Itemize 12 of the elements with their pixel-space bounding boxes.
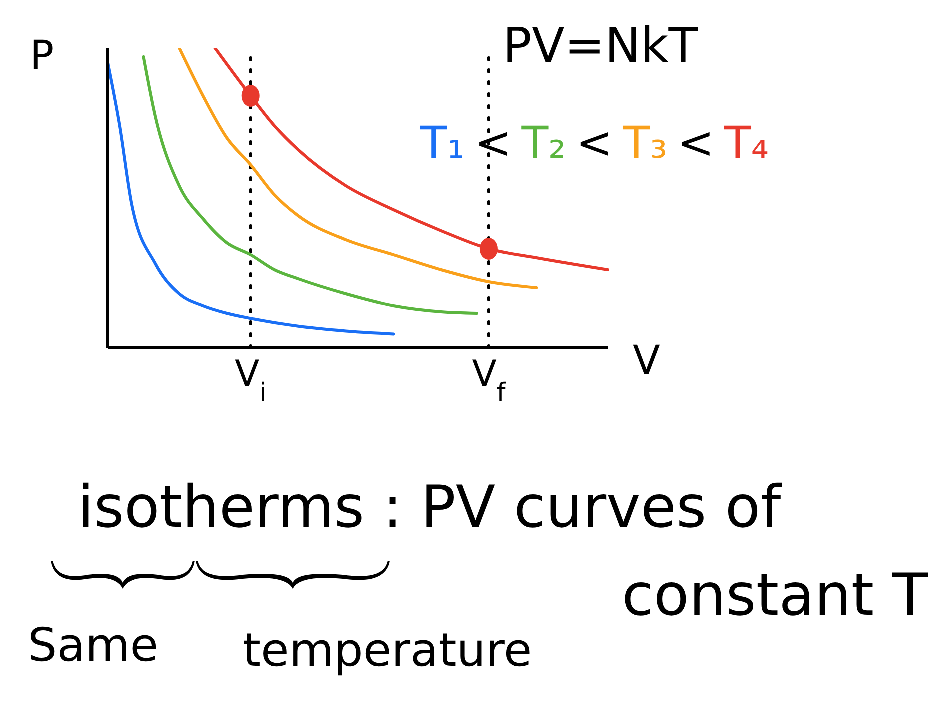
x-tick-label: V$_{i}$ [235,354,267,406]
text: T₂ [522,118,566,169]
annotation: < [474,118,512,169]
x-axis-title: V [633,338,660,384]
text: < [678,118,714,169]
text: T₄ [724,118,769,169]
x-tick-label: V$_{f}$ [472,354,507,406]
y-axis-title: P [30,33,54,79]
text: T₃ [623,118,668,169]
text: < [576,118,614,169]
annotation: PV=NkT [503,18,698,74]
text: T₁ [420,118,465,169]
